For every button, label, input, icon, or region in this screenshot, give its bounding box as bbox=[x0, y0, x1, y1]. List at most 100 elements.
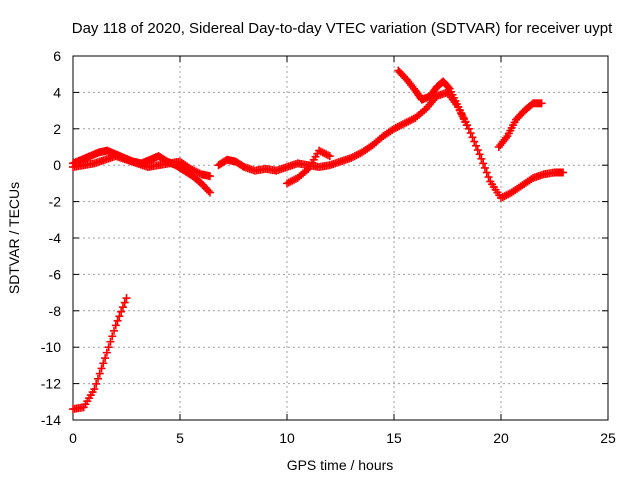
data-point bbox=[324, 151, 333, 160]
data-point bbox=[92, 379, 101, 388]
data-point bbox=[204, 186, 213, 195]
data-point bbox=[97, 364, 106, 373]
data-point bbox=[559, 168, 568, 177]
axis-ticks: 0 5 10 15 20 25 -14 -12 -10 -8 -6 -4 -2 0 2 4 6 bbox=[41, 48, 616, 446]
data-point bbox=[205, 188, 214, 197]
x-tick-label: 25 bbox=[600, 430, 616, 446]
grid bbox=[73, 56, 608, 420]
data-point bbox=[475, 150, 484, 159]
series-track-b bbox=[69, 152, 214, 181]
data-point bbox=[527, 175, 536, 184]
data-point bbox=[316, 147, 325, 156]
y-tick-label: 2 bbox=[53, 121, 61, 137]
x-tick-label: 20 bbox=[493, 430, 509, 446]
data-point bbox=[537, 99, 546, 108]
x-tick-label: 10 bbox=[279, 430, 295, 446]
data-point bbox=[95, 369, 104, 378]
data-point bbox=[115, 312, 124, 321]
data-point bbox=[111, 321, 120, 330]
data-point bbox=[290, 175, 299, 184]
data-point bbox=[205, 172, 214, 181]
data-point bbox=[407, 115, 416, 124]
data-point bbox=[406, 116, 415, 125]
data-point bbox=[190, 166, 199, 175]
data-point bbox=[395, 122, 404, 131]
data-point bbox=[348, 153, 357, 162]
data-point bbox=[468, 133, 477, 142]
data-point bbox=[315, 146, 324, 155]
data-point bbox=[288, 176, 297, 185]
data-series bbox=[69, 66, 568, 414]
series-track-c bbox=[69, 294, 131, 414]
data-point bbox=[500, 192, 509, 201]
data-point bbox=[462, 121, 471, 130]
data-point bbox=[286, 177, 295, 186]
x-tick-label: 0 bbox=[69, 430, 77, 446]
data-point bbox=[320, 149, 329, 158]
data-point bbox=[352, 151, 361, 160]
data-point bbox=[93, 374, 102, 383]
data-point bbox=[402, 118, 411, 127]
x-tick-label: 5 bbox=[176, 430, 184, 446]
data-point bbox=[397, 121, 406, 130]
data-point bbox=[188, 165, 197, 174]
data-point bbox=[99, 359, 108, 368]
data-point bbox=[354, 150, 363, 159]
data-point bbox=[470, 137, 479, 146]
y-axis-label: SDTVAR / TECUs bbox=[6, 182, 22, 294]
y-tick-label: -10 bbox=[41, 339, 61, 355]
data-point bbox=[192, 167, 201, 176]
data-point bbox=[404, 117, 413, 126]
data-point bbox=[504, 190, 513, 199]
data-point bbox=[484, 173, 493, 182]
data-point bbox=[497, 193, 505, 202]
y-tick-label: -12 bbox=[41, 376, 61, 392]
data-point bbox=[122, 294, 131, 303]
data-point bbox=[120, 298, 129, 307]
series-track-f bbox=[394, 66, 471, 130]
data-point bbox=[101, 354, 110, 363]
data-point bbox=[477, 154, 486, 163]
data-point bbox=[482, 168, 491, 177]
y-tick-label: -2 bbox=[49, 194, 62, 210]
data-point bbox=[102, 348, 111, 357]
data-point bbox=[347, 153, 356, 162]
y-tick-label: 6 bbox=[53, 48, 61, 64]
series-track-g bbox=[494, 99, 546, 151]
y-tick-label: 4 bbox=[53, 84, 61, 100]
data-point bbox=[283, 179, 291, 188]
data-point bbox=[284, 178, 293, 187]
data-point bbox=[302, 166, 311, 175]
data-point bbox=[325, 152, 334, 161]
series-track-e bbox=[283, 146, 334, 188]
y-tick-label: -6 bbox=[49, 266, 62, 282]
data-point bbox=[322, 150, 331, 159]
data-point bbox=[113, 316, 122, 325]
data-point bbox=[106, 337, 115, 346]
data-point bbox=[193, 168, 202, 177]
data-point bbox=[400, 119, 409, 128]
data-point bbox=[393, 122, 402, 131]
x-tick-label: 15 bbox=[386, 430, 402, 446]
data-point bbox=[498, 193, 507, 202]
data-point bbox=[108, 332, 117, 341]
y-tick-label: 0 bbox=[53, 157, 61, 173]
data-point bbox=[350, 152, 359, 161]
data-point bbox=[398, 120, 407, 129]
data-point bbox=[472, 141, 481, 150]
data-point bbox=[479, 159, 488, 168]
data-point bbox=[318, 148, 327, 157]
data-point bbox=[466, 129, 475, 138]
data-point bbox=[118, 303, 127, 312]
data-point bbox=[117, 307, 126, 316]
data-point bbox=[186, 164, 195, 173]
series-track-d bbox=[214, 88, 568, 202]
data-point bbox=[391, 123, 400, 132]
data-point bbox=[420, 106, 429, 115]
y-tick-label: -14 bbox=[41, 412, 61, 428]
data-point bbox=[502, 191, 511, 200]
chart-title: Day 118 of 2020, Sidereal Day-to-day VTE… bbox=[72, 20, 613, 37]
data-point bbox=[480, 163, 489, 172]
data-point bbox=[104, 343, 113, 352]
